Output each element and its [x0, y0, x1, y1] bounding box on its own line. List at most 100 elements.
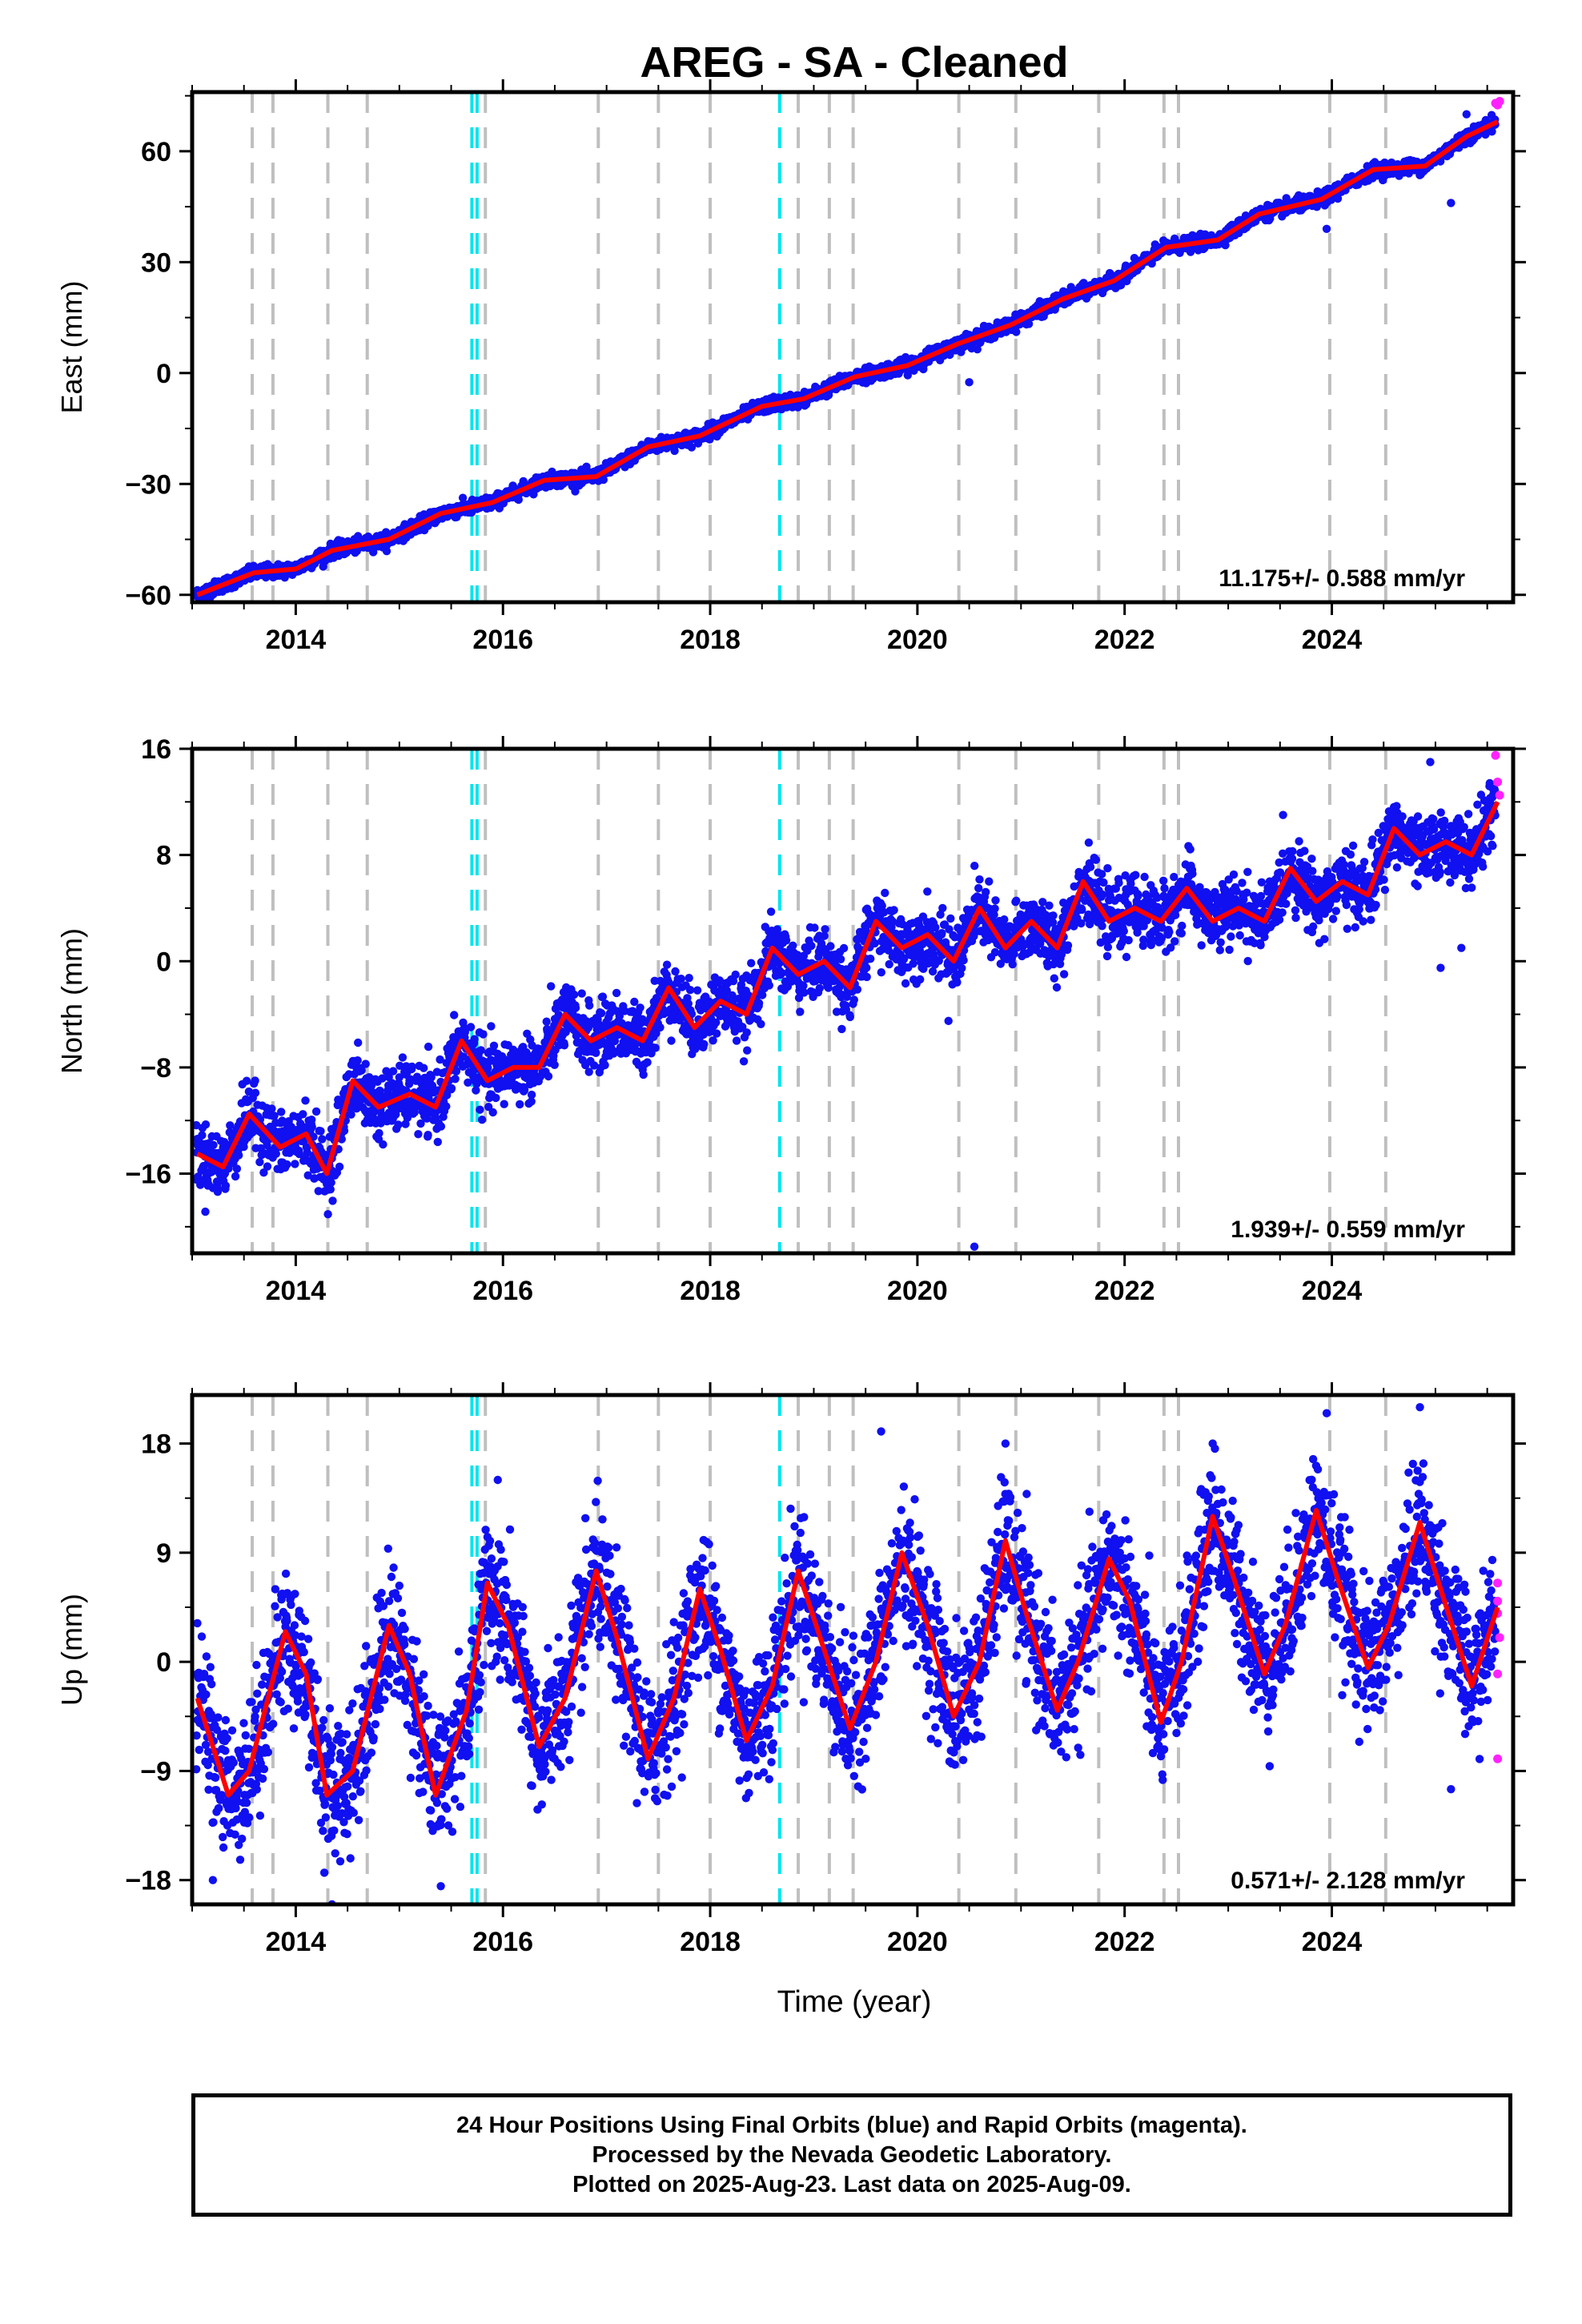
data-point [630, 997, 639, 1007]
data-point [477, 1116, 487, 1124]
data-point [427, 1073, 436, 1082]
data-point [420, 1063, 428, 1072]
data-point [379, 1140, 387, 1149]
y-tick-label: −60 [125, 581, 171, 611]
data-point [516, 1100, 524, 1109]
data-point [484, 1063, 492, 1072]
data-point [464, 1078, 472, 1088]
data-point [367, 1081, 376, 1090]
data-point [547, 982, 556, 991]
final-orbit-points [192, 97, 1504, 602]
data-point [314, 1187, 323, 1196]
data-point [639, 1070, 648, 1080]
data-point [550, 1060, 559, 1070]
data-point [414, 1130, 423, 1139]
panel-frame [190, 90, 1516, 605]
data-point [328, 1196, 337, 1205]
data-point [327, 1178, 335, 1187]
outlier-point [1462, 110, 1471, 119]
outlier-point [1447, 199, 1456, 207]
data-point [301, 1096, 310, 1105]
data-point [643, 1058, 652, 1067]
outlier-point [965, 378, 974, 387]
data-point [589, 1061, 599, 1070]
data-point [396, 1061, 404, 1071]
data-point [378, 1074, 387, 1083]
data-point [303, 1171, 312, 1180]
data-point [251, 1088, 260, 1097]
data-point [347, 1110, 355, 1119]
data-point [307, 1116, 316, 1124]
data-point [357, 1066, 366, 1075]
data-point [201, 1120, 211, 1129]
data-point [316, 1127, 325, 1136]
data-point [326, 1185, 335, 1194]
data-point [423, 1114, 432, 1123]
data-point [973, 345, 982, 354]
data-point [382, 547, 391, 556]
data-point [384, 1072, 393, 1082]
data-point [401, 1120, 410, 1128]
data-point [201, 1207, 210, 1216]
data-point [452, 1067, 461, 1076]
data-point [244, 1087, 254, 1096]
data-point [592, 1048, 600, 1058]
data-point [369, 548, 378, 557]
x-tick-label: 2024 [1302, 625, 1363, 655]
data-point [500, 1100, 508, 1108]
data-point [209, 1140, 218, 1150]
data-point [447, 1084, 456, 1093]
data-point [520, 1086, 529, 1095]
data-point [612, 988, 621, 998]
data-point [232, 1164, 242, 1173]
data-point [255, 1157, 264, 1167]
data-point [451, 1075, 460, 1084]
x-tick-label: 2016 [472, 625, 533, 655]
data-point [277, 1108, 286, 1116]
chart-title: AREG - SA - Cleaned [640, 38, 1068, 86]
data-point [560, 1041, 569, 1050]
data-point [394, 1120, 403, 1129]
data-point [321, 1151, 331, 1160]
final-orbit-points [192, 750, 1504, 1251]
data-point [636, 1003, 644, 1012]
data-point [577, 989, 586, 998]
data-point [436, 1122, 446, 1131]
x-axis-label: Time (year) [777, 1985, 932, 2019]
data-point [571, 487, 580, 496]
data-point [433, 1137, 442, 1147]
data-point [458, 493, 468, 502]
data-point [337, 1135, 346, 1144]
data-point [311, 1107, 321, 1116]
data-point [466, 1023, 476, 1031]
data-point [242, 1076, 251, 1085]
data-point [318, 1135, 327, 1144]
data-point [263, 1162, 272, 1171]
data-point [353, 1056, 362, 1065]
y-tick-label: −30 [125, 469, 171, 500]
data-point [395, 1073, 404, 1082]
data-point [299, 1110, 307, 1119]
data-point [585, 1001, 594, 1010]
data-point [323, 1210, 332, 1219]
data-point [472, 1086, 480, 1095]
data-point [492, 1093, 500, 1103]
data-point [598, 992, 608, 1001]
data-point [488, 1108, 497, 1117]
data-point [339, 1126, 349, 1136]
data-point [214, 1184, 223, 1193]
x-tick-label: 2018 [680, 625, 741, 655]
data-point [527, 1090, 536, 1100]
data-point [424, 1131, 432, 1140]
data-point [270, 1112, 279, 1120]
data-point [388, 1067, 398, 1076]
x-tick-label: 2022 [1094, 625, 1155, 655]
data-point [527, 1097, 536, 1106]
velocity-rate-label: 11.175+/- 0.588 mm/yr [1219, 565, 1465, 592]
data-point [267, 1104, 276, 1113]
data-point [436, 1055, 444, 1064]
x-tick-label: 2020 [887, 625, 948, 655]
